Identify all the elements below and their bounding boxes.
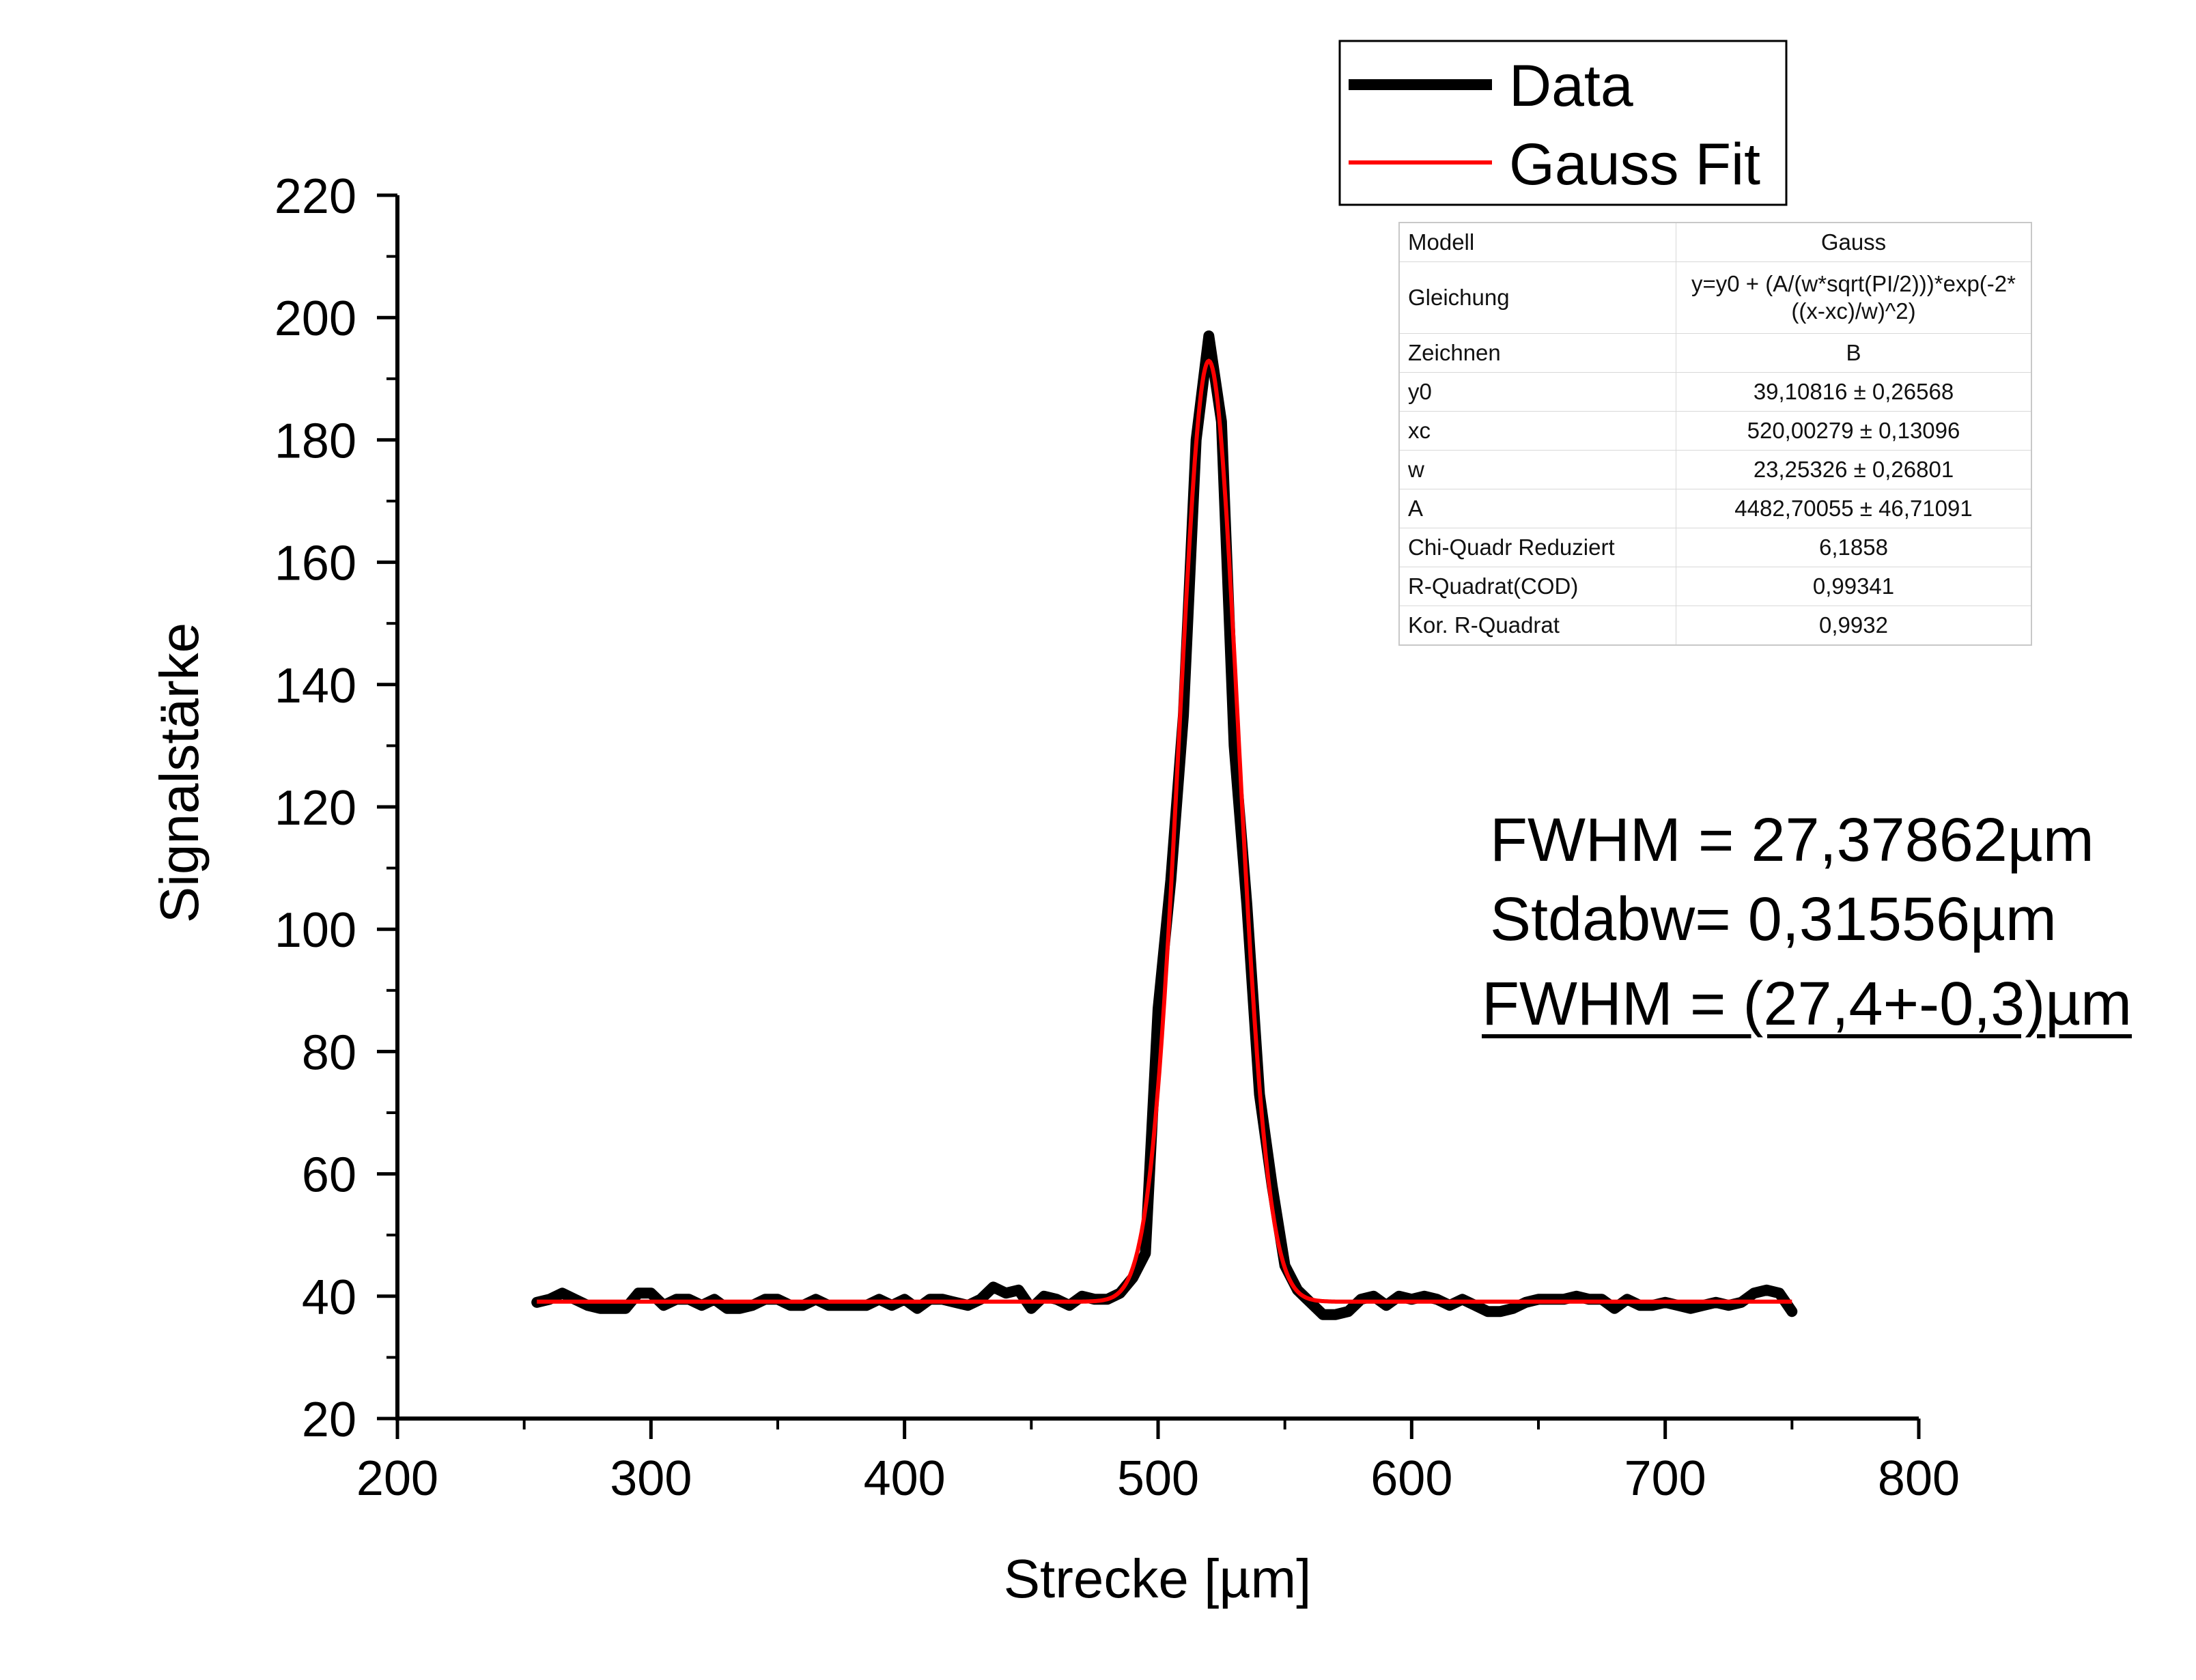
y-tick-label: 200 [274,291,356,346]
row-value: 23,25326 ± 0,26801 [1676,450,2031,489]
fwhm-result-annotation: FWHM = (27,4+-0,3)µm [1482,970,2132,1038]
x-tick-label: 700 [1624,1451,1706,1506]
y-tick-label: 60 [302,1148,356,1203]
row-label: xc [1399,411,1676,451]
data-series-line [531,330,1798,1320]
table-row: Zeichnen B [1399,333,2031,373]
row-value: 6,1858 [1676,528,2031,567]
gauss-fit-line [536,358,1793,1304]
x-axis-ticks: 200 300 400 500 600 700 800 [356,1419,1960,1506]
row-value: 0,9932 [1676,606,2031,645]
y-tick-label: 140 [274,659,356,713]
table-row: Kor. R-Quadrat 0,9932 [1399,606,2031,645]
row-value: 0,99341 [1676,567,2031,606]
row-value: B [1676,333,2031,373]
x-tick-label: 800 [1878,1451,1960,1506]
y-tick-label: 160 [274,537,356,591]
legend-fit-label: Gauss Fit [1509,132,1760,197]
row-label: y0 [1399,372,1676,412]
row-label: w [1399,450,1676,489]
legend: Data Gauss Fit [1338,40,1788,206]
y-axis-ticks: 20 40 60 80 100 120 140 160 180 200 220 [274,169,397,1447]
x-axis-label: Strecke [µm] [1004,1548,1312,1609]
y-tick-label: 100 [274,903,356,958]
y-tick-label: 220 [274,169,356,224]
y-tick-label: 180 [274,414,356,468]
row-label: Chi-Quadr Reduziert [1399,528,1676,567]
stdabw-annotation: Stdabw= 0,31556µm [1490,885,2057,954]
y-tick-label: 20 [302,1393,356,1447]
y-tick-label: 40 [302,1270,356,1325]
legend-data-label: Data [1509,53,1633,119]
row-label: R-Quadrat(COD) [1399,567,1676,606]
table-row: xc 520,00279 ± 0,13096 [1399,411,2031,451]
x-tick-label: 500 [1117,1451,1199,1506]
y-tick-label: 80 [302,1025,356,1080]
row-value: 39,10816 ± 0,26568 [1676,372,2031,412]
table-row: Modell Gauss [1399,222,2031,262]
table-row: y0 39,10816 ± 0,26568 [1399,372,2031,412]
y-axis-label: Signalstärke [149,623,210,923]
table-row: Chi-Quadr Reduziert 6,1858 [1399,528,2031,567]
row-label: Zeichnen [1399,333,1676,373]
row-value: 520,00279 ± 0,13096 [1676,411,2031,451]
row-label: Modell [1399,222,1676,262]
x-tick-label: 400 [864,1451,946,1506]
table-row: w 23,25326 ± 0,26801 [1399,450,2031,489]
row-label: Kor. R-Quadrat [1399,606,1676,645]
table-row: A 4482,70055 ± 46,71091 [1399,489,2031,528]
row-label: A [1399,489,1676,528]
y-tick-label: 120 [274,781,356,836]
row-label: Gleichung [1399,261,1676,334]
row-value: Gauss [1676,222,2031,262]
fwhm-annotation: FWHM = 27,37862µm [1490,806,2094,874]
table-row: Gleichung y=y0 + (A/(w*sqrt(PI/2)))*exp(-… [1399,261,2031,334]
fit-results-table: Modell Gauss Gleichung y=y0 + (A/(w*sqrt(P… [1398,222,2032,646]
x-tick-label: 200 [356,1451,438,1506]
legend-box [1338,40,1788,206]
row-value: y=y0 + (A/(w*sqrt(PI/2)))*exp(-2*((x-xc)… [1676,261,2031,334]
x-tick-label: 300 [610,1451,692,1506]
x-tick-label: 600 [1370,1451,1452,1506]
table-row: R-Quadrat(COD) 0,99341 [1399,567,2031,606]
row-value: 4482,70055 ± 46,71091 [1676,489,2031,528]
